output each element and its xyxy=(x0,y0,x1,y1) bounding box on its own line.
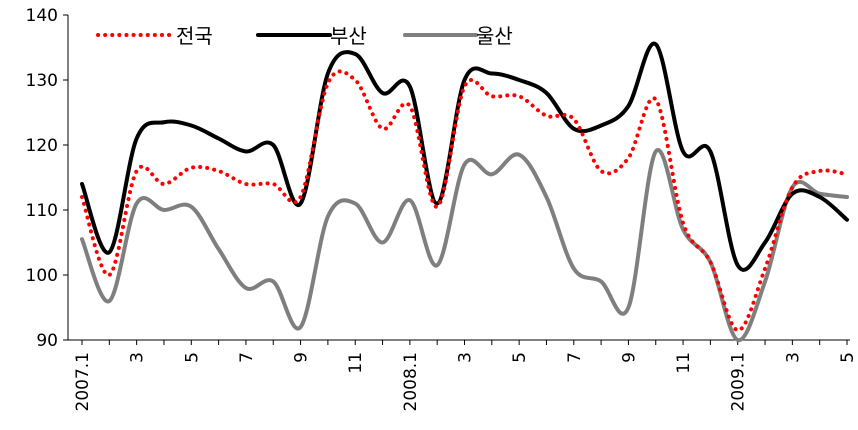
y-tick-label: 90 xyxy=(36,331,58,351)
x-tick-label: 3 xyxy=(456,352,476,363)
x-tick-label: 3 xyxy=(783,352,803,363)
legend-label-부산: 부산 xyxy=(330,24,367,48)
y-tick-label: 130 xyxy=(26,71,58,91)
y-tick-label: 110 xyxy=(26,201,58,221)
x-tick-label: 11 xyxy=(674,352,694,374)
y-axis-ticks: 90 100 110 120 130 140 xyxy=(26,6,68,351)
y-tick-label: 100 xyxy=(26,266,58,286)
y-tick-label: 120 xyxy=(26,136,58,156)
x-tick-label: 7 xyxy=(237,352,257,363)
x-tick-label: 9 xyxy=(292,352,312,363)
x-tick-label: 5 xyxy=(838,352,858,363)
x-tick-label: 9 xyxy=(619,352,639,363)
legend-label-전국: 전국 xyxy=(176,24,213,48)
x-tick-label: 3 xyxy=(128,352,148,363)
x-tick-label: 2008.1 xyxy=(401,352,421,411)
y-tick-label: 140 xyxy=(26,6,58,26)
x-tick-label: 2007.1 xyxy=(73,352,93,411)
series-line-울산 xyxy=(80,147,849,342)
series-line-전국 xyxy=(80,69,849,333)
series-layer xyxy=(80,41,849,342)
axes xyxy=(67,15,850,341)
x-tick-label: 7 xyxy=(565,352,585,363)
x-axis-ticks: 2007.1 3 5 7 9 11 2008.1 3 5 7 9 11 2009.1 3 5 xyxy=(73,340,858,411)
legend: 전국 부산 울산 xyxy=(96,24,513,48)
legend-label-울산: 울산 xyxy=(476,24,513,48)
x-tick-label: 11 xyxy=(346,352,366,374)
x-tick-label: 5 xyxy=(182,352,202,363)
x-tick-label: 2009.1 xyxy=(729,352,749,411)
series-line-부산 xyxy=(80,41,849,272)
x-tick-label: 5 xyxy=(510,352,530,363)
